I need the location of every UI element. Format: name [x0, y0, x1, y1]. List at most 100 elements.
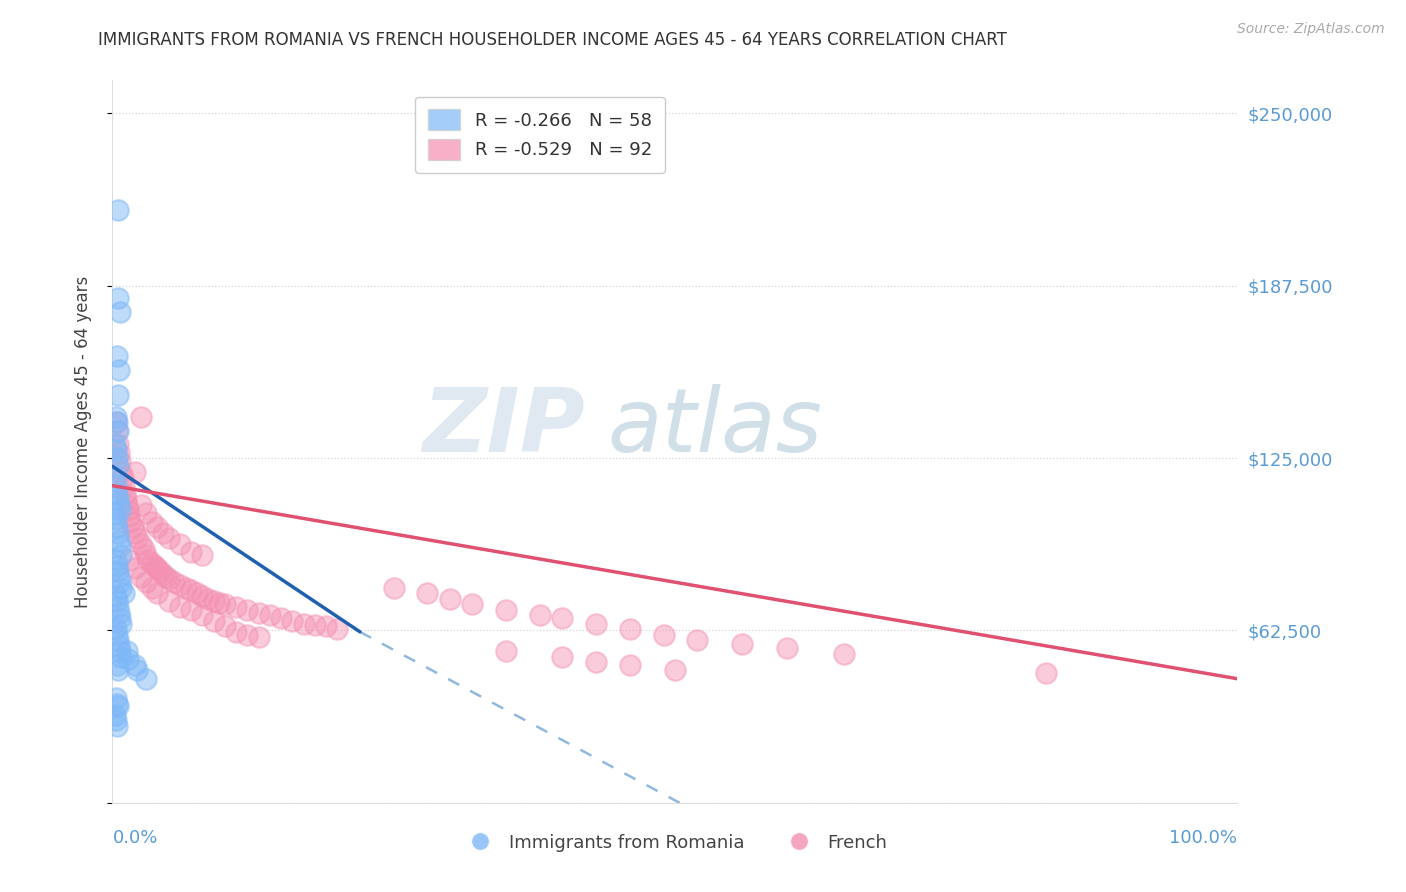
Point: [112, 586, 135, 600]
Point: [146, 561, 169, 575]
Point: [664, 664, 686, 678]
Point: [180, 603, 202, 617]
Point: [495, 644, 517, 658]
Point: [129, 569, 152, 583]
Point: [495, 603, 517, 617]
Point: [108, 639, 131, 653]
Point: [439, 591, 461, 606]
Point: [110, 575, 132, 590]
Point: [105, 349, 128, 363]
Point: [1035, 666, 1057, 681]
Point: [461, 597, 484, 611]
Point: [163, 575, 186, 590]
Point: [107, 664, 129, 678]
Point: [107, 437, 129, 451]
Point: [107, 564, 129, 578]
Point: [105, 424, 128, 438]
Point: [169, 599, 191, 614]
Point: [107, 202, 129, 217]
Point: [107, 492, 129, 507]
Point: [107, 633, 129, 648]
Point: [191, 548, 214, 562]
Point: [180, 583, 202, 598]
Text: Source: ZipAtlas.com: Source: ZipAtlas.com: [1237, 22, 1385, 37]
Point: [117, 652, 139, 666]
Point: [326, 622, 349, 636]
Point: [114, 487, 136, 501]
Point: [304, 618, 326, 632]
Point: [105, 657, 128, 672]
Point: [105, 697, 128, 711]
Point: [135, 575, 157, 590]
Point: [104, 512, 127, 526]
Point: [129, 409, 152, 424]
Point: [270, 611, 292, 625]
Point: [104, 442, 127, 457]
Point: [108, 533, 131, 548]
Point: [108, 445, 131, 459]
Point: [132, 542, 155, 557]
Point: [105, 520, 128, 534]
Point: [110, 305, 132, 319]
Point: [225, 599, 247, 614]
Point: [225, 624, 247, 639]
Text: IMMIGRANTS FROM ROMANIA VS FRENCH HOUSEHOLDER INCOME AGES 45 - 64 YEARS CORRELAT: IMMIGRANTS FROM ROMANIA VS FRENCH HOUSEH…: [98, 31, 1007, 49]
Point: [118, 553, 141, 567]
Point: [110, 644, 132, 658]
Point: [135, 672, 157, 686]
Point: [169, 536, 191, 550]
Point: [104, 506, 127, 520]
Text: atlas: atlas: [607, 384, 823, 470]
Point: [551, 649, 574, 664]
Point: [315, 619, 337, 633]
Point: [110, 454, 132, 468]
Point: [110, 581, 132, 595]
Point: [105, 558, 128, 573]
Point: [832, 647, 855, 661]
Point: [110, 649, 132, 664]
Point: [107, 387, 129, 401]
Point: [141, 556, 163, 570]
Point: [529, 608, 551, 623]
Point: [259, 608, 281, 623]
Point: [124, 465, 146, 479]
Point: [108, 606, 131, 620]
Point: [121, 520, 143, 534]
Point: [141, 581, 163, 595]
Point: [157, 531, 180, 545]
Text: 0.0%: 0.0%: [112, 829, 157, 847]
Point: [169, 578, 191, 592]
Point: [141, 515, 163, 529]
Point: [551, 611, 574, 625]
Point: [146, 520, 169, 534]
Point: [191, 608, 214, 623]
Point: [157, 573, 180, 587]
Point: [180, 545, 202, 559]
Point: [186, 586, 208, 600]
Point: [127, 664, 149, 678]
Point: [104, 589, 127, 603]
Point: [107, 459, 129, 474]
Text: ZIP: ZIP: [422, 384, 585, 471]
Point: [138, 553, 160, 567]
Point: [110, 548, 132, 562]
Point: [104, 478, 127, 492]
Point: [292, 616, 315, 631]
Point: [105, 415, 128, 429]
Point: [135, 506, 157, 520]
Point: [152, 525, 174, 540]
Point: [120, 515, 142, 529]
Point: [105, 487, 128, 501]
Point: [214, 597, 236, 611]
Point: [129, 536, 152, 550]
Point: [111, 470, 134, 484]
Point: [197, 591, 219, 606]
Point: [115, 492, 138, 507]
Point: [731, 637, 754, 651]
Point: [110, 611, 132, 625]
Point: [155, 569, 177, 583]
Point: [146, 586, 169, 600]
Point: [104, 470, 127, 484]
Point: [143, 558, 166, 573]
Point: [108, 569, 131, 583]
